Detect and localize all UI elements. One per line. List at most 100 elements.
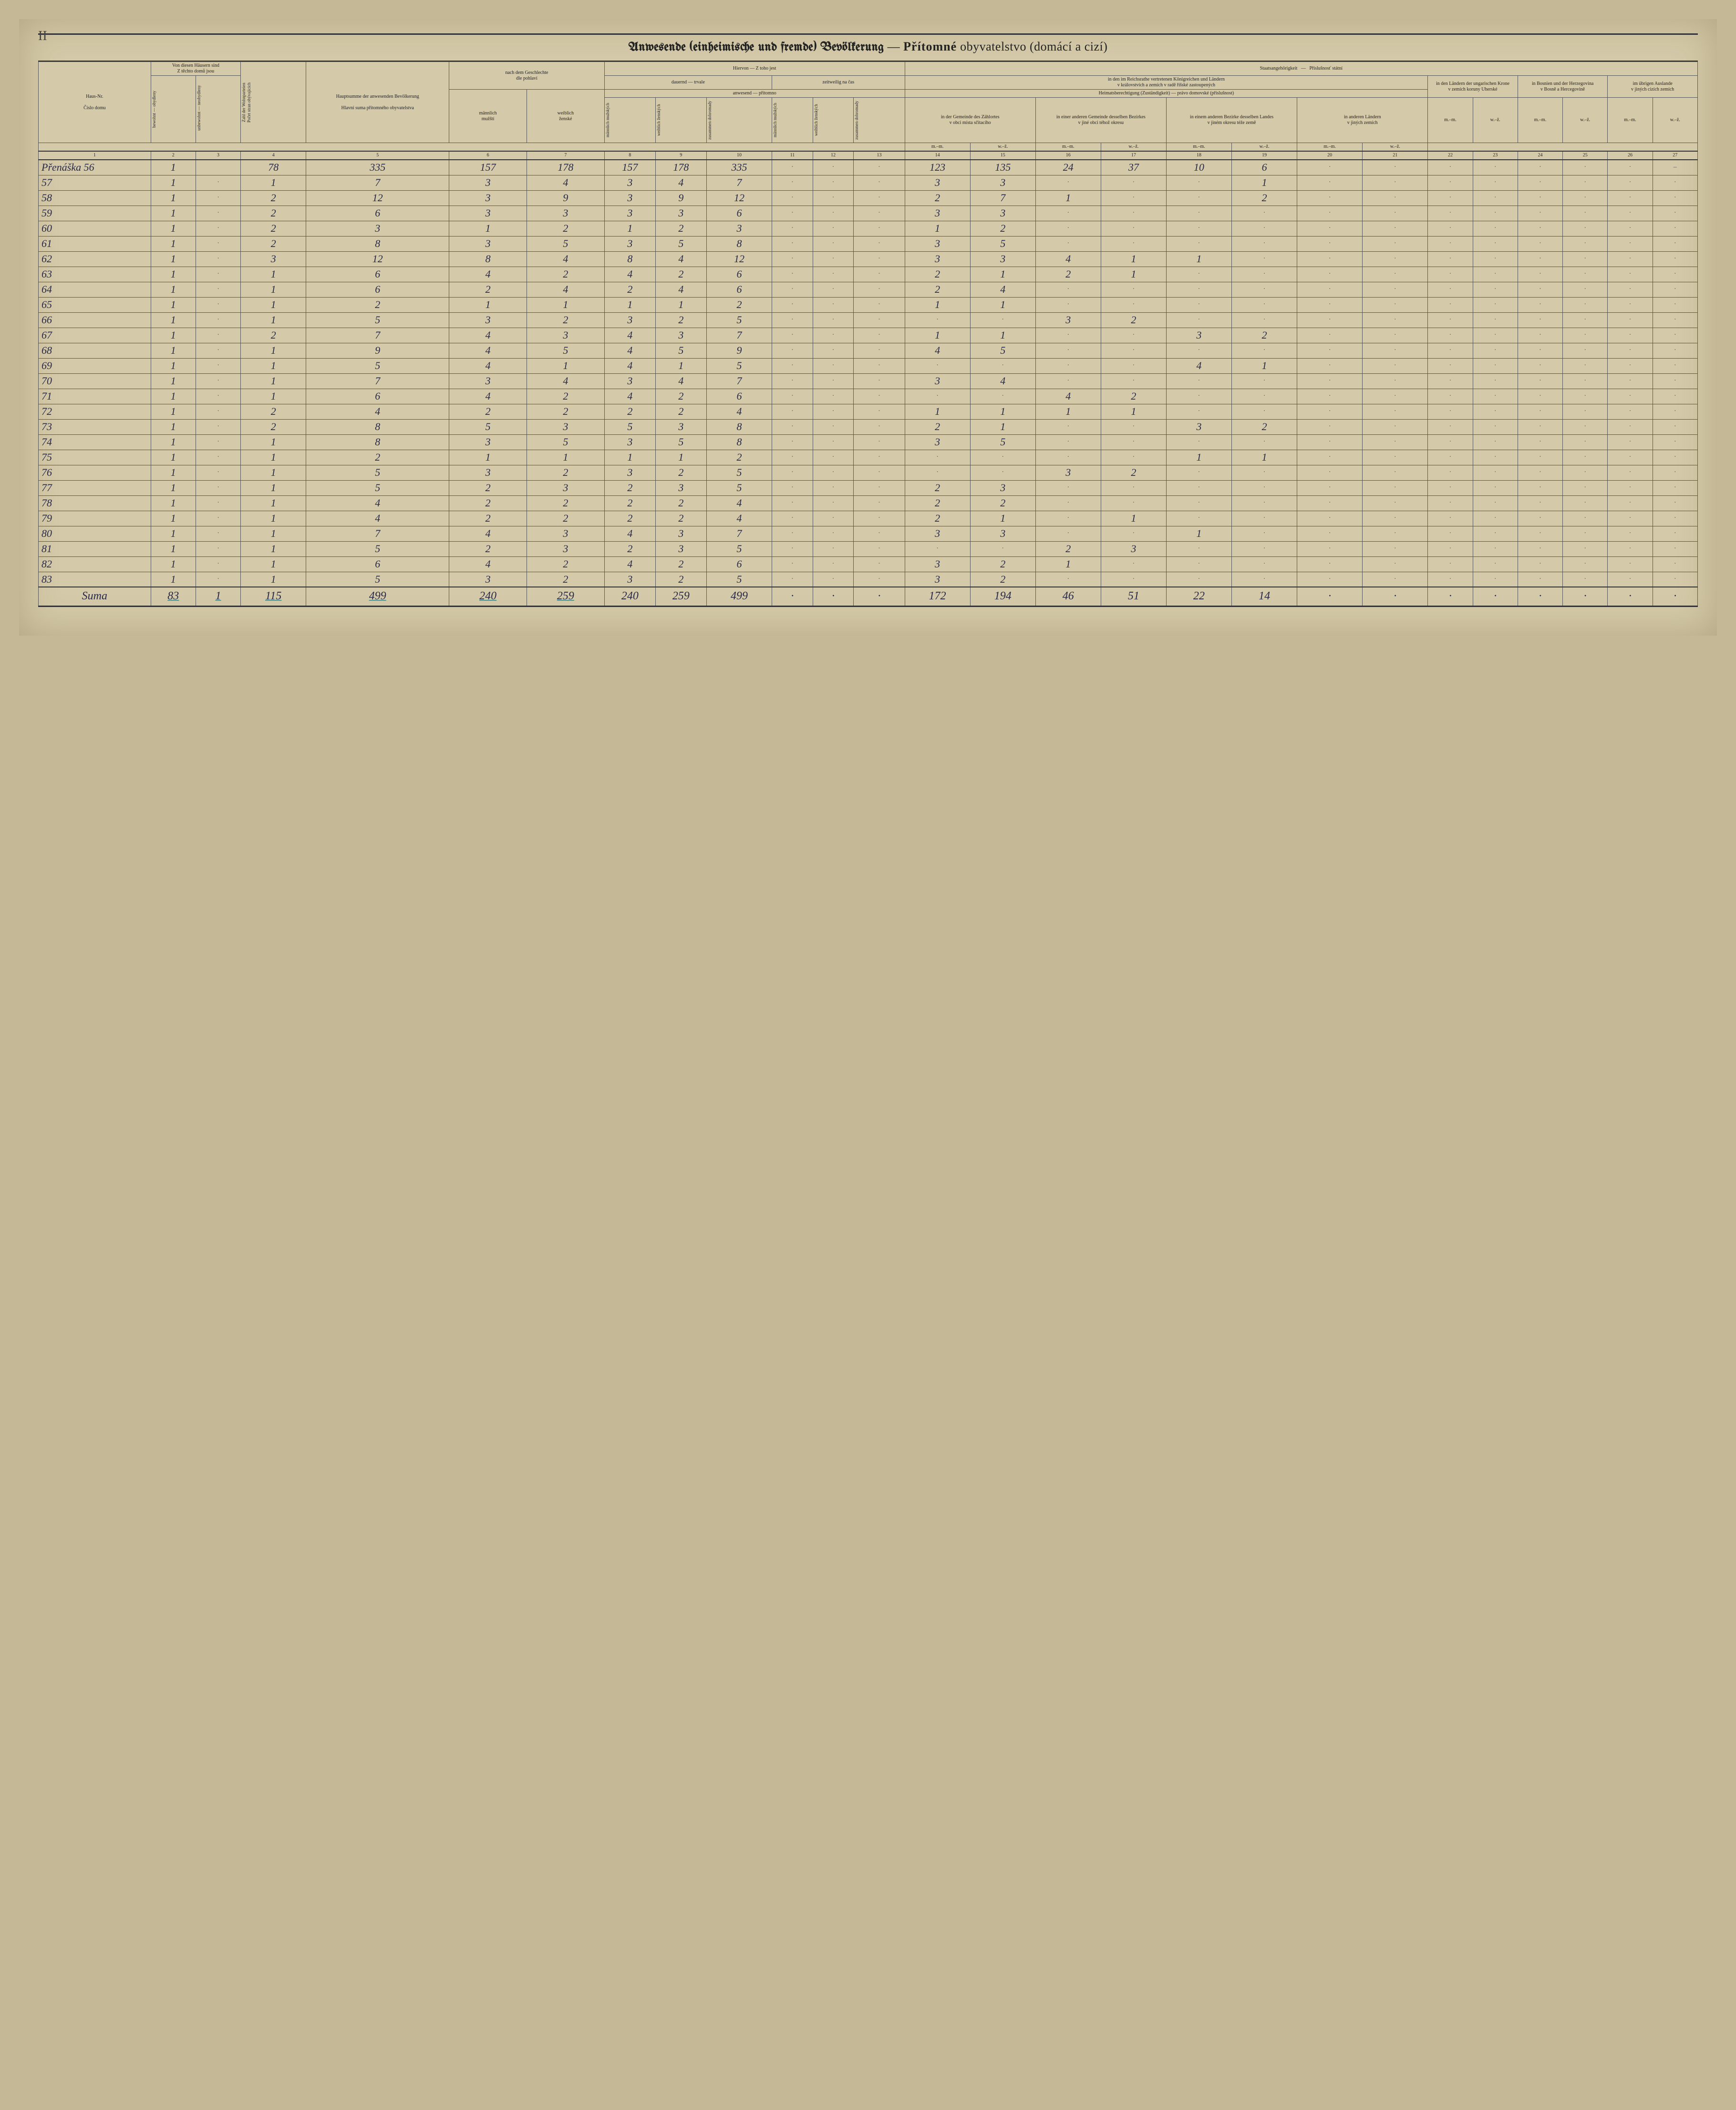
cell-c10: 9 — [706, 343, 772, 358]
cell-c26: · — [1608, 221, 1653, 236]
cell-c25: · — [1563, 526, 1608, 541]
cell-c6: 3 — [449, 572, 527, 587]
cell-c5: 6 — [306, 282, 449, 297]
table-row: 781·1422224···22············ — [39, 495, 1698, 511]
cell-c15: 1 — [970, 404, 1035, 419]
cell-c4: 1 — [241, 175, 306, 190]
cell-c17: 2 — [1101, 312, 1166, 328]
cell-c3: · — [196, 511, 240, 526]
cell-c8: 2 — [604, 495, 655, 511]
cell-c11: · — [772, 434, 813, 450]
cell-c5: 5 — [306, 312, 449, 328]
cell-c8: 2 — [604, 480, 655, 495]
cell-c5: 5 — [306, 465, 449, 480]
hdr-reichsrath: in den im Reichsrathe vertretenen Königr… — [905, 76, 1428, 90]
cell-c18: · — [1166, 556, 1231, 572]
cell-c9: 3 — [655, 206, 706, 221]
sum-c11: · — [772, 587, 813, 606]
cell-c25: · — [1563, 297, 1608, 312]
cell-c5: 4 — [306, 495, 449, 511]
cell-c3: · — [196, 221, 240, 236]
cell-c24: · — [1518, 572, 1562, 587]
cell-c2: 1 — [151, 343, 196, 358]
cell-c11: · — [772, 495, 813, 511]
table-row: Přenáška 56178335157178157178335···12313… — [39, 160, 1698, 175]
cell-c15: · — [970, 312, 1035, 328]
cell-c4: 1 — [241, 358, 306, 373]
cell-c26: · — [1608, 556, 1653, 572]
cell-c15: 2 — [970, 221, 1035, 236]
cell-c9: 4 — [655, 175, 706, 190]
cell-c14: 3 — [905, 434, 970, 450]
cell-c14: 123 — [905, 160, 970, 175]
coln-21: 21 — [1363, 151, 1428, 160]
cell-c16: · — [1035, 206, 1101, 221]
title-czech-bold: Přítomné — [903, 40, 957, 53]
cell-c7: 4 — [527, 251, 604, 267]
cell-c6: 3 — [449, 206, 527, 221]
cell-c21: · — [1363, 541, 1428, 556]
coln-27: 27 — [1653, 151, 1697, 160]
table-row: 651·1211112···11············ — [39, 297, 1698, 312]
cell-c6: 1 — [449, 297, 527, 312]
hdr-mw-21: w.–ž. — [1363, 143, 1428, 152]
cell-c20: · — [1297, 236, 1363, 251]
cell-c23: · — [1473, 526, 1518, 541]
cell-c10: 6 — [706, 389, 772, 404]
sum-c14: 172 — [905, 587, 970, 606]
cell-c24: · — [1518, 434, 1562, 450]
cell-c12: · — [813, 221, 854, 236]
cell-c1: 80 — [39, 526, 151, 541]
cell-c12: · — [813, 480, 854, 495]
cell-c1: 61 — [39, 236, 151, 251]
cell-c16: · — [1035, 373, 1101, 389]
cell-c25: · — [1563, 328, 1608, 343]
hdr-ausland: im übrigen Auslandev jiných cizích zemíc… — [1608, 76, 1698, 98]
cell-c16: · — [1035, 282, 1101, 297]
cell-c11: · — [772, 419, 813, 434]
cell-c5: 2 — [306, 450, 449, 465]
cell-c20: · — [1297, 556, 1363, 572]
cell-c4: 1 — [241, 297, 306, 312]
table-row: 771·1523235···23············ — [39, 480, 1698, 495]
cell-c14: · — [905, 358, 970, 373]
cell-c4: 1 — [241, 267, 306, 282]
cell-c12: · — [813, 175, 854, 190]
cell-c19: · — [1232, 556, 1297, 572]
cell-c25: · — [1563, 236, 1608, 251]
coln-13: 13 — [854, 151, 905, 160]
cell-c7: 4 — [527, 175, 604, 190]
cell-c13: · — [854, 511, 905, 526]
hdr-staats: Staatsangehörigkeit — Příslušnosť státní — [905, 62, 1697, 76]
cell-c1: 69 — [39, 358, 151, 373]
table-row: 691·1541415·······41········ — [39, 358, 1698, 373]
cell-c20: · — [1297, 206, 1363, 221]
table-row: 811·1523235·····23·········· — [39, 541, 1698, 556]
cell-c10: 12 — [706, 190, 772, 206]
cell-c21: · — [1363, 480, 1428, 495]
hdr-unbewohnt: unbewohnt — neobydleny — [196, 76, 240, 143]
cell-c10: 6 — [706, 267, 772, 282]
cell-c10: 335 — [706, 160, 772, 175]
cell-c26: · — [1608, 450, 1653, 465]
cell-c2: 1 — [151, 419, 196, 434]
cell-c24: · — [1518, 190, 1562, 206]
cell-c18: · — [1166, 480, 1231, 495]
cell-c17: · — [1101, 419, 1166, 434]
cell-c17: · — [1101, 297, 1166, 312]
cell-c5: 5 — [306, 541, 449, 556]
sum-c9: 259 — [655, 587, 706, 606]
cell-c3: · — [196, 358, 240, 373]
cell-c8: 4 — [604, 267, 655, 282]
cell-c14: 1 — [905, 404, 970, 419]
cell-c5: 7 — [306, 373, 449, 389]
cell-c1: 60 — [39, 221, 151, 236]
cell-c2: 1 — [151, 434, 196, 450]
cell-c11: · — [772, 297, 813, 312]
cell-c3: · — [196, 267, 240, 282]
coln-14: 14 — [905, 151, 970, 160]
cell-c14: · — [905, 450, 970, 465]
cell-c20: · — [1297, 312, 1363, 328]
hdr-mw-22: m.–m. — [1428, 98, 1473, 143]
cell-c7: 3 — [527, 206, 604, 221]
